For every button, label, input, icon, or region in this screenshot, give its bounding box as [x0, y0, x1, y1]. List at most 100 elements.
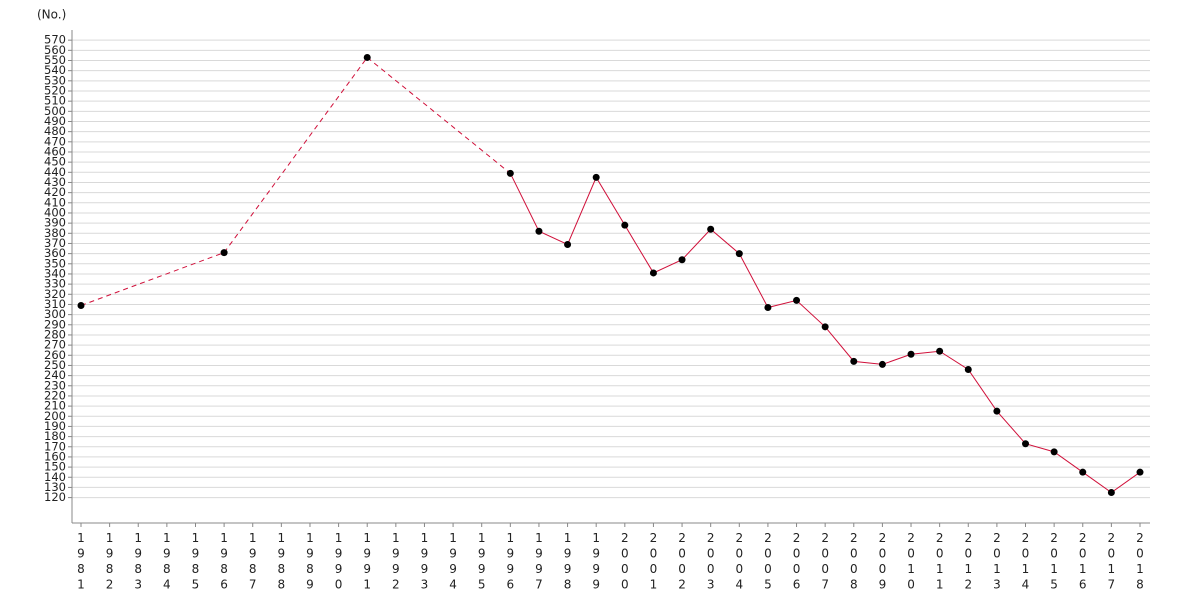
- y-tick-label: 370: [44, 236, 66, 250]
- y-tick-label: 490: [44, 114, 66, 128]
- x-tick-label: 2012: [961, 531, 975, 593]
- y-tick-label: 390: [44, 216, 66, 230]
- data-point: [878, 360, 886, 368]
- y-tick-label: 330: [44, 277, 66, 291]
- x-tick-label: 1984: [160, 531, 174, 593]
- y-tick-label: 570: [44, 33, 66, 47]
- y-tick-label: 440: [44, 165, 66, 179]
- data-point: [1050, 448, 1058, 456]
- data-point: [1079, 468, 1087, 476]
- data-point: [535, 227, 543, 235]
- y-tick-label: 190: [44, 419, 66, 433]
- data-point: [621, 221, 629, 229]
- x-tick-label: 1998: [561, 531, 575, 593]
- data-point: [506, 169, 514, 177]
- y-tick-label: 240: [44, 368, 66, 382]
- x-tick-label: 1999: [589, 531, 603, 593]
- x-tick-label: 2013: [990, 531, 1004, 593]
- data-point: [964, 366, 972, 374]
- x-tick-label: 1996: [503, 531, 517, 593]
- y-tick-label: 360: [44, 246, 66, 260]
- y-tick-label: 410: [44, 195, 66, 209]
- y-tick-label: 320: [44, 287, 66, 301]
- data-point: [564, 240, 572, 248]
- data-point: [678, 256, 686, 264]
- x-tick-label: 2005: [761, 531, 775, 593]
- y-tick-label: 200: [44, 409, 66, 423]
- data-point: [764, 304, 772, 312]
- data-point: [1022, 440, 1030, 448]
- data-point: [77, 301, 85, 309]
- x-tick-label: 2000: [618, 531, 632, 593]
- x-tick-label: 2014: [1019, 531, 1033, 593]
- x-tick-label: 2010: [904, 531, 918, 593]
- data-point: [821, 323, 829, 331]
- x-tick-label: 1997: [532, 531, 546, 593]
- x-tick-label: 1981: [74, 531, 88, 593]
- y-tick-label: 420: [44, 185, 66, 199]
- x-tick-label: 1994: [446, 531, 460, 593]
- data-point: [850, 357, 858, 365]
- data-point: [649, 269, 657, 277]
- x-tick-label: 2001: [646, 531, 660, 593]
- y-tick-label: 150: [44, 460, 66, 474]
- y-tick-label: 230: [44, 378, 66, 392]
- data-point: [1136, 468, 1144, 476]
- data-point: [735, 250, 743, 258]
- x-tick-label: 2009: [875, 531, 889, 593]
- x-tick-label: 2002: [675, 531, 689, 593]
- x-tick-label: 1992: [389, 531, 403, 593]
- y-tick-label: 400: [44, 205, 66, 219]
- y-tick-label: 270: [44, 338, 66, 352]
- data-point: [592, 173, 600, 181]
- data-point: [907, 350, 915, 358]
- y-tick-label: 510: [44, 94, 66, 108]
- data-point: [707, 225, 715, 233]
- y-tick-label: 460: [44, 144, 66, 158]
- x-tick-label: 1990: [332, 531, 346, 593]
- y-tick-label: 530: [44, 73, 66, 87]
- data-point: [993, 407, 1001, 415]
- y-tick-label: 170: [44, 439, 66, 453]
- data-point: [1107, 489, 1115, 497]
- x-tick-label: 2004: [732, 531, 746, 593]
- y-tick-label: 140: [44, 470, 66, 484]
- x-tick-label: 1995: [475, 531, 489, 593]
- y-tick-label: 520: [44, 83, 66, 97]
- y-tick-label: 250: [44, 358, 66, 372]
- y-tick-label: 130: [44, 480, 66, 494]
- gap-bridge: [366, 57, 511, 174]
- y-tick-label: 550: [44, 53, 66, 67]
- y-tick-label: 160: [44, 449, 66, 463]
- x-tick-label: 1986: [217, 531, 231, 593]
- y-tick-label: 290: [44, 317, 66, 331]
- x-tick-label: 2008: [847, 531, 861, 593]
- x-tick-label: 2007: [818, 531, 832, 593]
- gap-bridge: [80, 252, 225, 306]
- gap-bridge: [223, 57, 368, 253]
- y-tick-label: 500: [44, 104, 66, 118]
- x-tick-label: 1982: [103, 531, 117, 593]
- y-tick-label: 120: [44, 490, 66, 504]
- data-point: [363, 53, 371, 61]
- x-tick-label: 1983: [131, 531, 145, 593]
- data-point: [793, 296, 801, 304]
- x-tick-label: 2017: [1104, 531, 1118, 593]
- y-tick-label: 310: [44, 297, 66, 311]
- x-tick-label: 1993: [417, 531, 431, 593]
- x-tick-label: 2011: [933, 531, 947, 593]
- x-tick-label: 2003: [704, 531, 718, 593]
- y-tick-label: 350: [44, 256, 66, 270]
- y-tick-label: 340: [44, 266, 66, 280]
- data-point: [936, 347, 944, 355]
- y-tick-label: 480: [44, 124, 66, 138]
- y-tick-label: 260: [44, 348, 66, 362]
- data-line: [509, 173, 1141, 494]
- x-tick-label: 2016: [1076, 531, 1090, 593]
- y-tick-label: 470: [44, 134, 66, 148]
- unit-label: (No.): [37, 8, 66, 22]
- y-tick-label: 430: [44, 175, 66, 189]
- y-tick-label: 280: [44, 327, 66, 341]
- y-tick-label: 560: [44, 43, 66, 57]
